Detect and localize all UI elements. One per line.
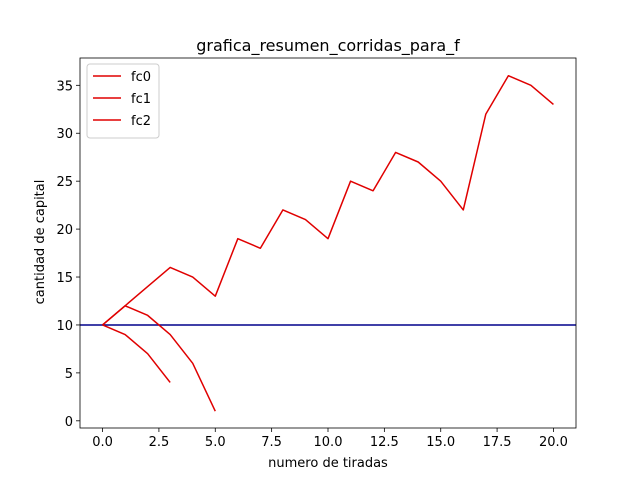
series-line-fc0 xyxy=(102,74,554,326)
x-tick-label: 7.5 xyxy=(261,435,282,450)
y-axis-title: cantidad de capital xyxy=(33,180,48,305)
chart-title: grafica_resumen_corridas_para_f xyxy=(196,36,460,56)
x-tick-label: 12.5 xyxy=(370,435,399,450)
series-line-fc2 xyxy=(102,324,171,383)
y-tick-label: 25 xyxy=(56,175,73,190)
x-tick-label: 10.0 xyxy=(314,435,343,450)
x-axis-title: numero de tiradas xyxy=(268,456,388,471)
series-line-fc1 xyxy=(102,305,216,412)
y-tick-label: 35 xyxy=(56,79,73,94)
x-tick-label: 15.0 xyxy=(426,435,455,450)
y-tick-label: 15 xyxy=(56,271,73,286)
y-tick-label: 0 xyxy=(65,415,73,430)
legend-label-fc1: fc1 xyxy=(131,92,151,107)
y-tick-label: 30 xyxy=(56,127,73,142)
x-tick-label: 5.0 xyxy=(205,435,226,450)
legend: fc0 fc1 fc2 xyxy=(86,63,160,139)
x-tick-label: 2.5 xyxy=(149,435,170,450)
legend-label-fc0: fc0 xyxy=(131,70,151,85)
x-tick-label: 17.5 xyxy=(483,435,512,450)
y-tick-label: 10 xyxy=(56,319,73,334)
y-tick-label: 20 xyxy=(56,223,73,238)
y-tick-label: 5 xyxy=(65,367,73,382)
legend-label-fc2: fc2 xyxy=(131,114,151,129)
x-tick-label: 20.0 xyxy=(539,435,568,450)
x-tick-label: 0.0 xyxy=(92,435,113,450)
plot-area: 0.0 2.5 5.0 7.5 10.0 12.5 15.0 17.5 20.0 0 5 10 15 20… xyxy=(56,57,577,450)
